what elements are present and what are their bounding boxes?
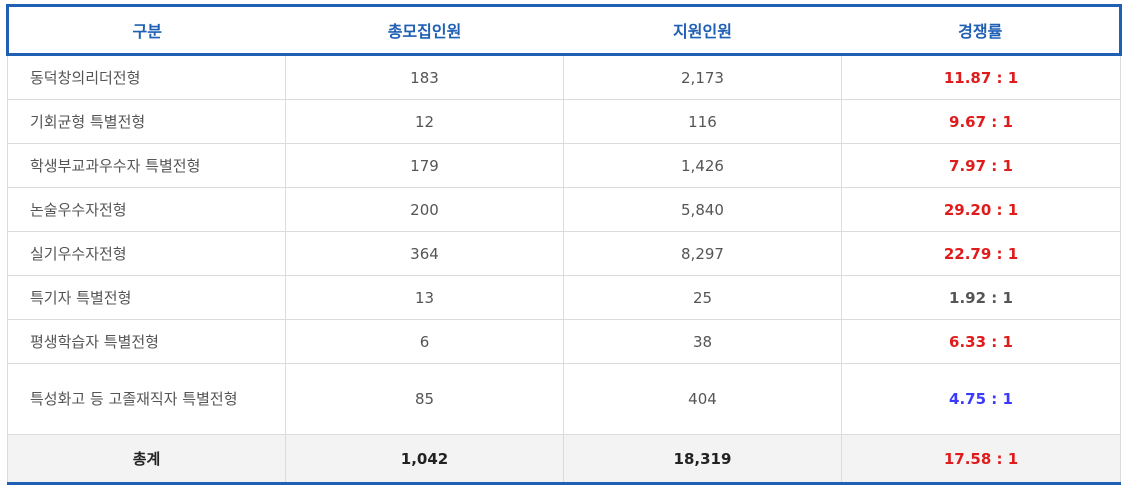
table-row: 동덕창의리더전형 183 2,173 11.87 : 1: [7, 54, 1121, 100]
row-ratio: 29.20 : 1: [841, 187, 1121, 232]
table-row: 실기우수자전형 364 8,297 22.79 : 1: [7, 231, 1121, 276]
total-ratio: 17.58 : 1: [841, 434, 1121, 485]
row-applicants: 38: [563, 319, 842, 364]
header-category: 구분: [6, 4, 286, 56]
row-category: 특성화고 등 고졸재직자 특별전형: [7, 363, 286, 435]
row-category: 평생학습자 특별전형: [7, 319, 286, 364]
table-row: 학생부교과우수자 특별전형 179 1,426 7.97 : 1: [7, 143, 1121, 188]
row-ratio: 1.92 : 1: [841, 275, 1121, 320]
total-quota: 1,042: [285, 434, 564, 485]
row-applicants: 8,297: [563, 231, 842, 276]
row-applicants: 1,426: [563, 143, 842, 188]
table-header: 구분 총모집인원 지원인원 경쟁률: [6, 4, 1122, 56]
row-applicants: 2,173: [563, 54, 842, 100]
row-ratio: 11.87 : 1: [841, 54, 1121, 100]
header-row: 구분 총모집인원 지원인원 경쟁률: [6, 4, 1122, 56]
header-ratio: 경쟁률: [841, 4, 1122, 56]
row-quota: 183: [285, 54, 564, 100]
row-quota: 200: [285, 187, 564, 232]
row-category: 특기자 특별전형: [7, 275, 286, 320]
row-quota: 6: [285, 319, 564, 364]
total-row: 총계 1,042 18,319 17.58 : 1: [7, 434, 1121, 485]
row-applicants: 25: [563, 275, 842, 320]
table-row: 논술우수자전형 200 5,840 29.20 : 1: [7, 187, 1121, 232]
row-ratio: 4.75 : 1: [841, 363, 1121, 435]
row-ratio: 7.97 : 1: [841, 143, 1121, 188]
row-applicants: 404: [563, 363, 842, 435]
row-category: 논술우수자전형: [7, 187, 286, 232]
row-quota: 179: [285, 143, 564, 188]
table-body: 동덕창의리더전형 183 2,173 11.87 : 1 기회균형 특별전형 1…: [7, 54, 1121, 485]
table-row: 특기자 특별전형 13 25 1.92 : 1: [7, 275, 1121, 320]
header-applicants: 지원인원: [563, 4, 842, 56]
row-category: 동덕창의리더전형: [7, 54, 286, 100]
total-label: 총계: [7, 434, 286, 485]
total-applicants: 18,319: [563, 434, 842, 485]
admission-results-table: 구분 총모집인원 지원인원 경쟁률 동덕창의리더전형 183 2,173 11.…: [6, 4, 1122, 485]
row-ratio: 22.79 : 1: [841, 231, 1121, 276]
table-row: 기회균형 특별전형 12 116 9.67 : 1: [7, 99, 1121, 144]
row-category: 학생부교과우수자 특별전형: [7, 143, 286, 188]
row-ratio: 6.33 : 1: [841, 319, 1121, 364]
table-row: 특성화고 등 고졸재직자 특별전형 85 404 4.75 : 1: [7, 363, 1121, 435]
row-category: 실기우수자전형: [7, 231, 286, 276]
row-quota: 364: [285, 231, 564, 276]
header-quota: 총모집인원: [285, 4, 564, 56]
row-quota: 13: [285, 275, 564, 320]
row-applicants: 5,840: [563, 187, 842, 232]
table-row: 평생학습자 특별전형 6 38 6.33 : 1: [7, 319, 1121, 364]
row-applicants: 116: [563, 99, 842, 144]
row-quota: 85: [285, 363, 564, 435]
row-ratio: 9.67 : 1: [841, 99, 1121, 144]
row-quota: 12: [285, 99, 564, 144]
row-category: 기회균형 특별전형: [7, 99, 286, 144]
